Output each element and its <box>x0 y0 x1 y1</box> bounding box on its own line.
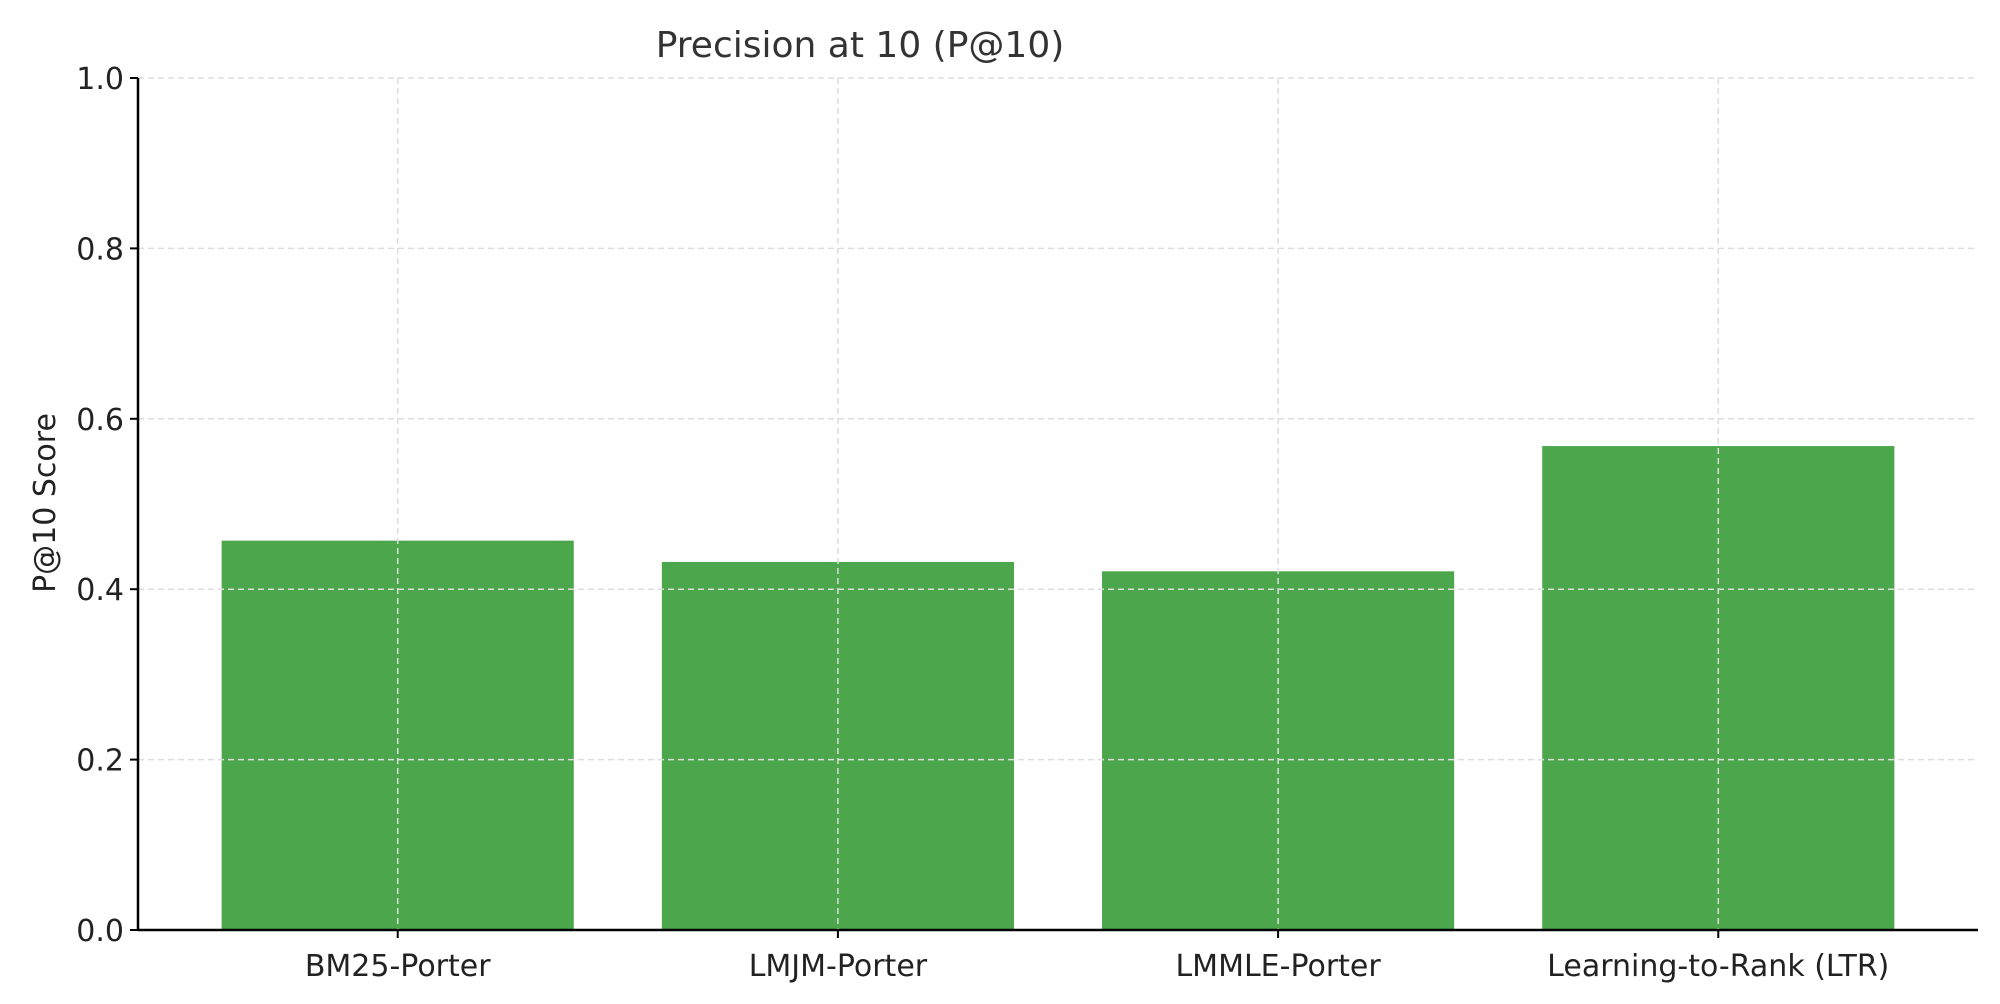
bar-lmjm-porter <box>661 561 1014 930</box>
x-tick-label: LMMLE-Porter <box>1175 949 1381 984</box>
x-tick-label: BM25-Porter <box>305 949 491 984</box>
axes-layer <box>136 78 1978 932</box>
ticks-layer: 0.0 0.2 0.4 0.6 0.8 1.0 BM25-Porter LMJM-Porter… <box>76 62 1889 984</box>
y-tick-label: 0.8 <box>76 232 124 267</box>
chart-title: Precision at 10 (P@10) <box>656 25 1065 66</box>
bars-layer <box>221 446 1895 930</box>
y-tick-label: 0.0 <box>76 914 124 949</box>
x-tick-label: LMJM-Porter <box>749 949 928 984</box>
y-axis-label: P@10 Score <box>28 413 63 593</box>
grid-layer <box>138 77 1978 931</box>
y-tick-label: 0.4 <box>76 573 124 608</box>
bar-bm25-porter <box>221 540 574 930</box>
x-tick-label: Learning-to-Rank (LTR) <box>1547 949 1889 984</box>
y-tick-label: 0.2 <box>76 744 124 779</box>
y-tick-label: 1.0 <box>76 62 124 97</box>
y-tick-label: 0.6 <box>76 403 124 438</box>
